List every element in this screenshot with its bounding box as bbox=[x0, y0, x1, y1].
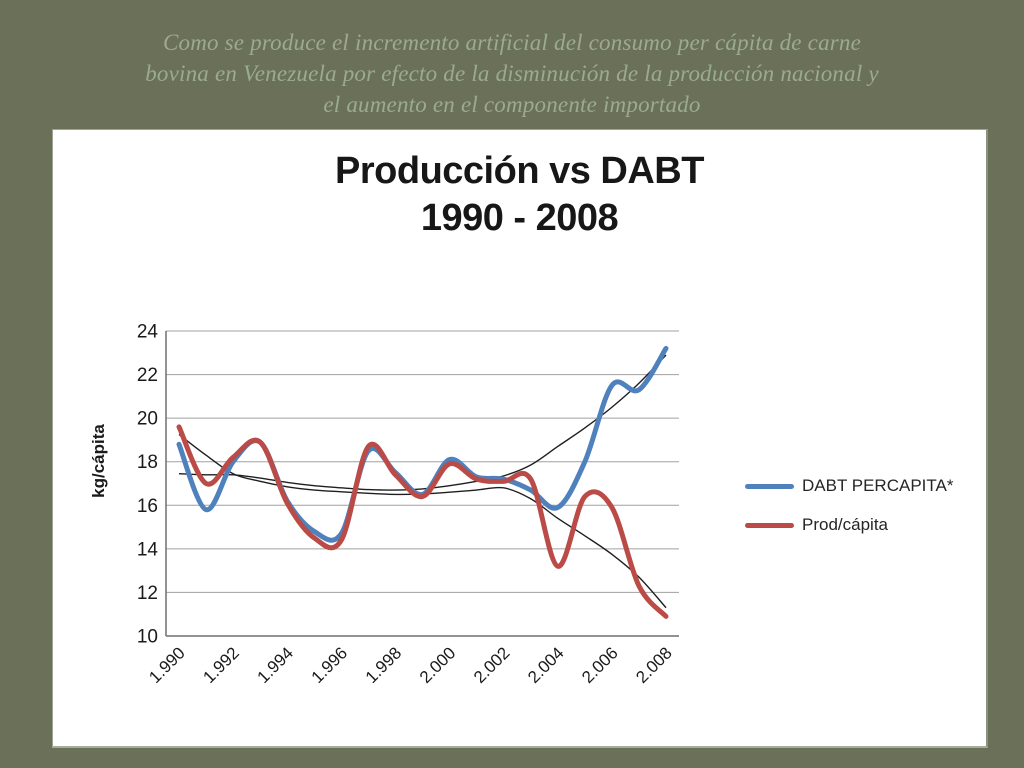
legend-item-dabt: DABT PERCAPITA* bbox=[745, 476, 953, 496]
x-axis-tick-labels: 1.990 1.992 1.994 1.996 1.998 2.000 2.002 2.004… bbox=[145, 643, 676, 687]
y-tick-label-14: 14 bbox=[137, 539, 159, 560]
legend-item-prod: Prod/cápita bbox=[745, 515, 953, 535]
chart-title: Producción vs DABT 1990 - 2008 bbox=[53, 148, 986, 242]
chart-legend: DABT PERCAPITA* Prod/cápita bbox=[745, 476, 953, 535]
x-tick-label-2.004: 2.004 bbox=[524, 643, 568, 687]
x-tick-label-1.994: 1.994 bbox=[254, 643, 298, 687]
legend-label-prod: Prod/cápita bbox=[802, 515, 888, 534]
y-axis-tick-labels: 10 12 14 16 18 20 22 24 bbox=[137, 322, 159, 648]
y-tick-label-22: 22 bbox=[137, 365, 158, 386]
slide-title-line-1: Como se produce el incremento artificial… bbox=[162, 30, 862, 55]
y-tick-label-16: 16 bbox=[137, 496, 158, 517]
y-tick-label-10: 10 bbox=[137, 627, 158, 648]
series-line-dabt bbox=[176, 345, 669, 543]
y-tick-label-12: 12 bbox=[137, 583, 158, 604]
trendline-prod bbox=[178, 433, 667, 609]
chart-title-line-1: Producción vs DABT bbox=[335, 150, 704, 192]
x-tick-label-1.996: 1.996 bbox=[308, 643, 352, 687]
chart-title-line-2: 1990 - 2008 bbox=[420, 197, 619, 239]
slide-title-line-2: bovina en Venezuela por efecto de la dis… bbox=[145, 61, 879, 86]
chart-panel: Producción vs DABT 1990 - 2008 kg/cápita… bbox=[52, 129, 988, 748]
x-tick-label-1.990: 1.990 bbox=[145, 643, 189, 687]
x-tick-label-2.000: 2.000 bbox=[416, 643, 460, 687]
x-tick-label-2.008: 2.008 bbox=[632, 643, 676, 687]
y-tick-label-24: 24 bbox=[137, 322, 159, 343]
x-tick-label-2.006: 2.006 bbox=[578, 643, 622, 687]
series-line-prod bbox=[176, 424, 669, 619]
x-tick-label-1.992: 1.992 bbox=[199, 643, 243, 687]
line-chart: 10 12 14 16 18 20 22 24 1.990 1.992 1.994 1.996 1.9… bbox=[137, 322, 679, 687]
y-tick-label-18: 18 bbox=[137, 452, 158, 473]
slide-title-line-3: el aumento en el componente importado bbox=[323, 92, 701, 117]
legend-label-dabt: DABT PERCAPITA* bbox=[802, 476, 954, 495]
legend-swatch-prod bbox=[745, 522, 794, 528]
legend-swatch-dabt bbox=[745, 483, 794, 489]
slide-title: Como se produce el incremento artificial… bbox=[12, 27, 1012, 120]
data-series bbox=[176, 345, 669, 619]
y-tick-label-20: 20 bbox=[137, 409, 158, 430]
trendlines bbox=[178, 354, 667, 609]
x-tick-label-1.998: 1.998 bbox=[362, 643, 406, 687]
axes bbox=[165, 331, 679, 637]
gridlines bbox=[166, 330, 679, 637]
trendline-dabt bbox=[178, 354, 667, 491]
x-tick-label-2.002: 2.002 bbox=[470, 643, 514, 687]
